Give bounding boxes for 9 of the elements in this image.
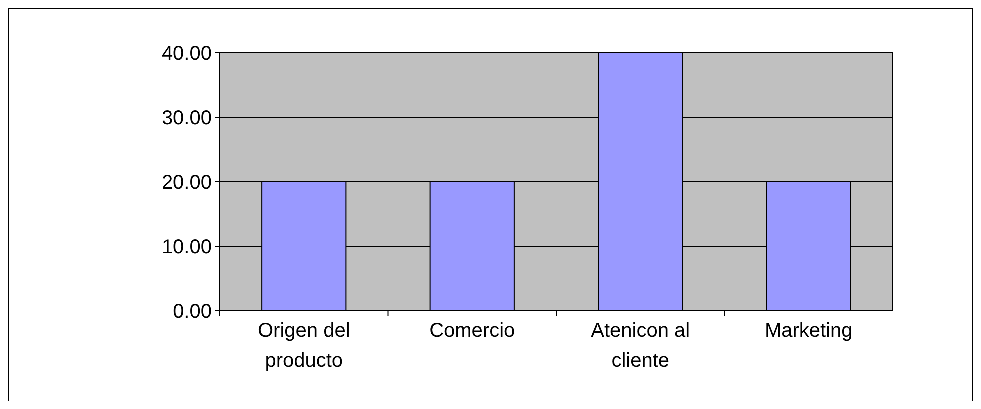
x-tick-label: Atenicon al cliente: [591, 320, 690, 372]
y-tick-label: 0.00: [173, 301, 212, 323]
y-tick-label: 30.00: [162, 108, 212, 130]
y-tick-label: 40.00: [162, 43, 212, 65]
x-tick-label: Origen del producto: [258, 320, 350, 372]
x-tick-label: Comercio: [430, 320, 516, 342]
y-tick-label: 20.00: [162, 172, 212, 194]
x-tick-label: Marketing: [764, 320, 853, 342]
y-tick-label: 10.00: [162, 236, 212, 258]
